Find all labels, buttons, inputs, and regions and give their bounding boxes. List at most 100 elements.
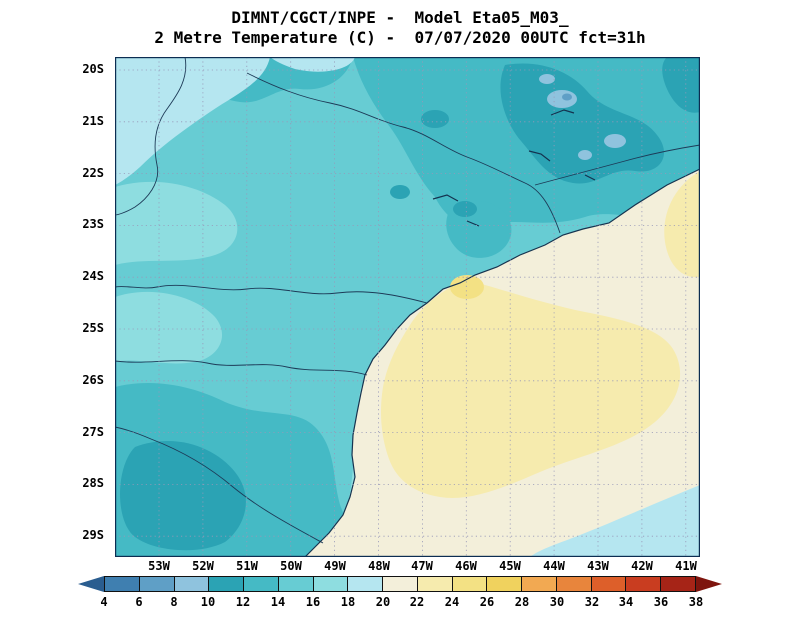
chart-title-line2: 2 Metre Temperature (C) - 07/07/2020 00U… — [154, 28, 646, 47]
lat-tick-label: 26S — [82, 373, 104, 387]
latlon-grid — [115, 57, 700, 557]
map-plot — [115, 57, 700, 557]
land-temperature-fill — [115, 57, 700, 557]
reservoir-squiggle — [584, 174, 596, 181]
colorbar-tick-label: 14 — [270, 595, 286, 609]
colorbar-tick-label: 34 — [618, 595, 634, 609]
colorbar-labels: 4 6 8 10 12 14 16 18 20 22 24 26 28 30 32 34 36 38 — [78, 595, 738, 611]
map-frame-border — [115, 57, 700, 557]
colorbar-segment — [626, 577, 662, 591]
colorbar-tick-label: 24 — [444, 595, 460, 609]
boundary-parana-river — [115, 57, 187, 216]
lon-tick-label: 44W — [543, 559, 565, 573]
colorbar-tick-label: 30 — [549, 595, 565, 609]
colorbar-segment — [348, 577, 384, 591]
lon-tick-label: 41W — [675, 559, 697, 573]
colorbar-segment — [417, 577, 453, 591]
temp-region-10-12 — [390, 185, 410, 199]
state-boundaries — [115, 57, 700, 544]
colorbar-segment — [278, 577, 314, 591]
lat-tick-label: 28S — [82, 476, 104, 490]
lon-tick-label: 48W — [368, 559, 390, 573]
temp-region-10-12 — [421, 110, 449, 128]
lat-axis: 20S 21S 22S 23S 24S 25S 26S 27S 28S 29S — [62, 57, 108, 557]
lon-tick-label: 53W — [148, 559, 170, 573]
boundary-sc-rs — [115, 426, 324, 544]
colorbar-segment — [209, 577, 245, 591]
water-bodies — [432, 109, 596, 227]
colorbar — [78, 576, 722, 592]
lon-axis: 53W 52W 51W 50W 49W 48W 47W 46W 45W 44W 43W 42W 41W — [115, 559, 700, 575]
lon-tick-label: 43W — [587, 559, 609, 573]
colorbar-segment — [139, 577, 175, 591]
colorbar-tick-label: 18 — [340, 595, 356, 609]
colorbar-tick-label: 32 — [584, 595, 600, 609]
temp-region-8-10 — [578, 150, 592, 160]
reservoir-squiggle — [528, 150, 551, 162]
lon-tick-label: 50W — [280, 559, 302, 573]
temp-region-16-18 — [115, 181, 238, 265]
lon-tick-label: 52W — [192, 559, 214, 573]
colorbar-tick-label: 16 — [305, 595, 321, 609]
colorbar-tick-label: 38 — [688, 595, 704, 609]
lat-tick-label: 29S — [82, 528, 104, 542]
lat-tick-label: 20S — [82, 62, 104, 76]
temperature-map-svg — [115, 57, 700, 557]
lon-tick-label: 42W — [631, 559, 653, 573]
colorbar-segment — [383, 577, 418, 591]
coastline — [304, 168, 700, 557]
reservoir-squiggle — [550, 109, 575, 116]
colorbar-strip — [104, 576, 696, 592]
colorbar-segment — [522, 577, 557, 591]
lat-tick-label: 24S — [82, 269, 104, 283]
temp-region-10-12 — [120, 441, 246, 551]
boundary-sp-mg — [246, 72, 561, 234]
colorbar-segment — [105, 577, 140, 591]
temp-region-8-10 — [539, 74, 555, 84]
lat-tick-label: 22S — [82, 166, 104, 180]
temp-region-8-10 — [604, 134, 626, 148]
lon-tick-label: 47W — [411, 559, 433, 573]
colorbar-segment — [313, 577, 349, 591]
lat-tick-label: 21S — [82, 114, 104, 128]
colorbar-segment — [244, 577, 279, 591]
colorbar-segment — [452, 577, 488, 591]
colorbar-segment — [174, 577, 210, 591]
temp-region-22-24-ocean — [664, 171, 700, 278]
lat-tick-label: 27S — [82, 425, 104, 439]
temp-region-24-26-ocean — [450, 275, 484, 299]
ocean-temperature-fill — [305, 169, 700, 557]
colorbar-segment — [487, 577, 523, 591]
colorbar-arrow-left — [78, 576, 104, 592]
lat-tick-label: 23S — [82, 217, 104, 231]
colorbar-tick-label: 20 — [375, 595, 391, 609]
temp-region-18-20 — [115, 57, 270, 185]
boundary-mg-rj — [534, 144, 700, 186]
temp-region-8-10 — [547, 90, 577, 108]
temp-region-6-8 — [562, 93, 572, 101]
colorbar-segment — [591, 577, 627, 591]
colorbar-arrow-right — [696, 576, 722, 592]
lon-tick-label: 49W — [324, 559, 346, 573]
temp-region-18-20-ocean — [530, 485, 700, 557]
lon-tick-label: 46W — [455, 559, 477, 573]
colorbar-segment — [556, 577, 592, 591]
lat-tick-label: 25S — [82, 321, 104, 335]
lon-tick-label: 51W — [236, 559, 258, 573]
temp-region-16-18 — [115, 291, 223, 364]
colorbar-tick-label: 6 — [135, 595, 143, 609]
colorbar-tick-label: 10 — [200, 595, 216, 609]
boundary-sp-pr — [115, 284, 428, 304]
colorbar-tick-label: 28 — [514, 595, 530, 609]
temp-region-10-12 — [453, 201, 477, 217]
temp-region-22-24-ocean — [381, 282, 681, 498]
temp-region-10-12 — [662, 57, 700, 113]
coastline-path — [304, 168, 700, 557]
colorbar-tick-label: 26 — [479, 595, 495, 609]
colorbar-tick-label: 12 — [235, 595, 251, 609]
colorbar-segment — [661, 577, 696, 591]
chart-title-line1: DIMNT/CGCT/INPE - Model Eta05_M03_ — [231, 8, 569, 27]
colorbar-tick-label: 22 — [409, 595, 425, 609]
temp-region-18-20 — [270, 57, 355, 72]
